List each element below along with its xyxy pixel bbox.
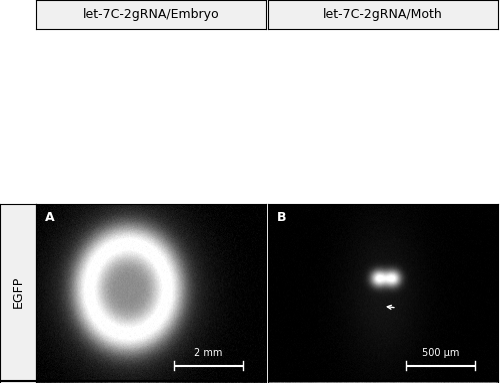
Text: 2 mm: 2 mm bbox=[194, 348, 222, 358]
Text: A: A bbox=[45, 211, 55, 224]
Text: let-7C-2gRNA/Moth: let-7C-2gRNA/Moth bbox=[323, 8, 443, 21]
Text: B: B bbox=[277, 211, 286, 224]
Text: EGFP: EGFP bbox=[12, 276, 24, 308]
Text: 500 μm: 500 μm bbox=[422, 348, 459, 358]
Text: let-7C-2gRNA/Embryo: let-7C-2gRNA/Embryo bbox=[82, 8, 220, 21]
